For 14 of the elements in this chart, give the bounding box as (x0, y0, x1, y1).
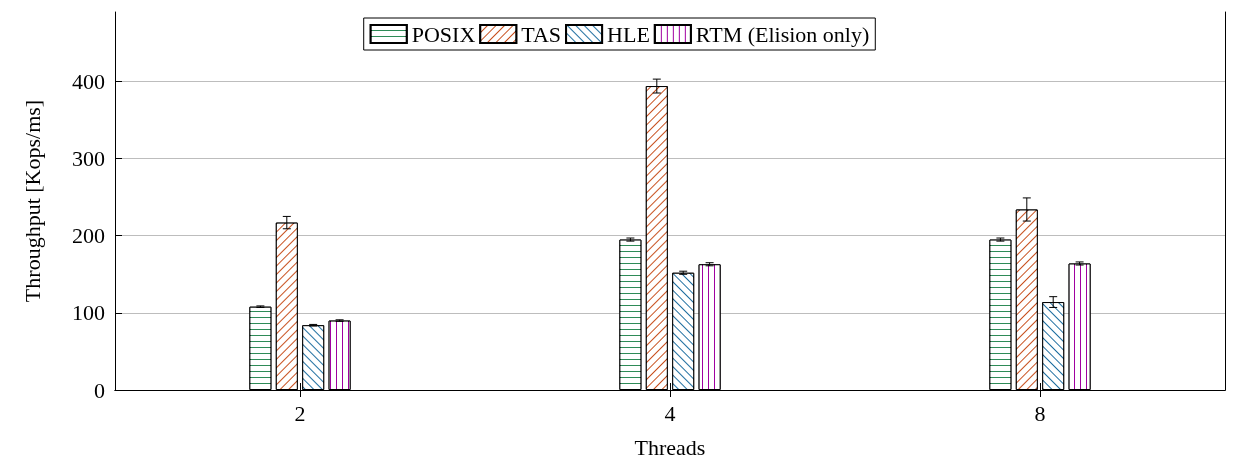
y-tick-label: 300 (72, 146, 105, 172)
x-axis-title: Threads (634, 434, 706, 460)
y-tick-label: 0 (94, 377, 105, 403)
y-axis-title: Throughput [Kops/ms] (19, 99, 45, 303)
x-tick-label: 2 (294, 400, 306, 426)
legend-label: RTM (Elision only) (695, 21, 870, 47)
x-tick-label: 4 (664, 400, 676, 426)
y-tick-label: 100 (72, 300, 105, 326)
legend-label: HLE (607, 21, 650, 47)
x-tick-label: 8 (1034, 400, 1046, 426)
y-tick-label: 400 (72, 68, 105, 94)
y-tick-label: 200 (72, 223, 105, 249)
legend-label: TAS (521, 21, 562, 47)
legend-label: POSIX (411, 21, 476, 47)
